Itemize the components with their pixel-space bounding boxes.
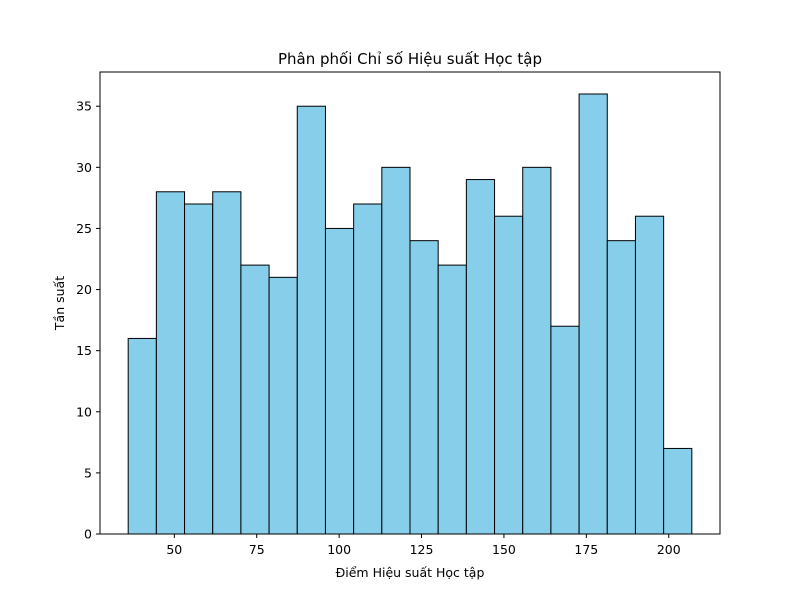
y-tick-label: 35 bbox=[76, 99, 92, 114]
y-axis-ticks: 0 5 10 15 20 25 30 35 bbox=[76, 99, 100, 542]
y-tick-label: 25 bbox=[76, 221, 92, 236]
histogram-bar-18 bbox=[606, 240, 636, 535]
x-tick-label: 125 bbox=[410, 542, 434, 557]
histogram-bar-17 bbox=[578, 93, 608, 535]
y-tick-label: 30 bbox=[76, 160, 92, 175]
histogram-bar-1 bbox=[127, 337, 157, 535]
y-tick-label: 10 bbox=[76, 404, 92, 419]
y-axis-label: Tần suất bbox=[52, 276, 67, 331]
histogram-bar-20 bbox=[663, 447, 693, 535]
histogram-bar-16 bbox=[550, 325, 580, 535]
histogram-bar-10 bbox=[381, 166, 411, 535]
y-tick-label: 15 bbox=[76, 343, 92, 358]
y-tick-label: 20 bbox=[76, 282, 92, 297]
y-tick-label: 0 bbox=[84, 527, 92, 542]
histogram-bar-5 bbox=[240, 264, 270, 535]
x-axis-ticks: 50 75 100 125 150 175 200 bbox=[166, 534, 681, 557]
chart-title: Phân phối Chỉ số Hiệu suất Học tập bbox=[278, 50, 542, 68]
plot-frame bbox=[99, 71, 721, 535]
histogram-bar-13 bbox=[465, 179, 496, 535]
x-tick-label: 175 bbox=[574, 542, 598, 557]
histogram-bar-7 bbox=[296, 105, 326, 535]
x-axis-label: Điểm Hiệu suất Học tập bbox=[336, 565, 485, 580]
histogram-bar-6 bbox=[268, 276, 298, 535]
histogram-bar-19 bbox=[634, 215, 665, 535]
histogram-bar-15 bbox=[522, 166, 552, 535]
histogram-bar-2 bbox=[155, 191, 186, 535]
histogram-bar-14 bbox=[494, 215, 524, 535]
x-tick-label: 100 bbox=[327, 542, 351, 557]
bars-group bbox=[127, 93, 693, 535]
x-tick-label: 200 bbox=[657, 542, 681, 557]
histogram-bar-4 bbox=[212, 191, 242, 535]
histogram-bar-11 bbox=[409, 240, 439, 535]
histogram-bar-8 bbox=[324, 227, 355, 535]
histogram-bar-9 bbox=[353, 203, 383, 535]
y-tick-label: 5 bbox=[84, 465, 92, 480]
x-tick-label: 150 bbox=[492, 542, 516, 557]
histogram-bar-3 bbox=[184, 203, 214, 535]
x-tick-label: 50 bbox=[166, 542, 182, 557]
histogram-bar-12 bbox=[437, 264, 467, 535]
x-tick-label: 75 bbox=[249, 542, 265, 557]
